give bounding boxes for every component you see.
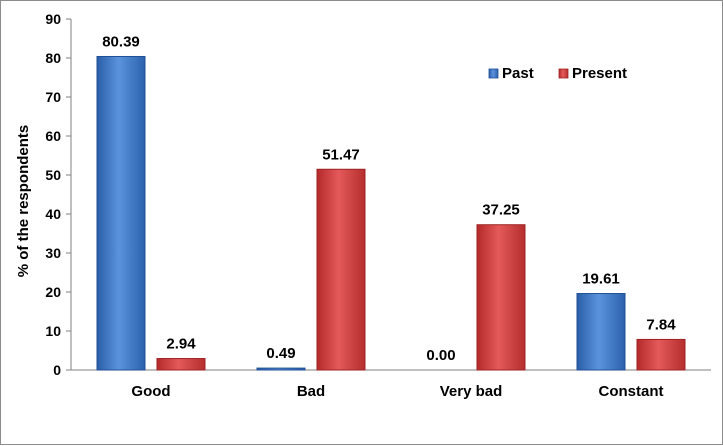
y-tick-label: 70 [45, 89, 61, 105]
data-label: 7.84 [646, 316, 676, 333]
y-tick-label: 60 [45, 128, 61, 144]
bar-present-constant [636, 338, 686, 371]
bar-present-very-bad [476, 224, 526, 371]
y-tick-label: 50 [45, 167, 61, 183]
legend-swatch-present [558, 68, 569, 79]
legend-label-past: Past [502, 65, 534, 82]
data-label: 19.61 [582, 271, 620, 288]
legend-label-present: Present [572, 65, 627, 82]
x-category-label: Bad [297, 383, 325, 400]
y-tick-label: 0 [53, 362, 61, 378]
data-label: 80.39 [102, 33, 140, 50]
x-category-label: Constant [599, 383, 664, 400]
y-tick-label: 90 [45, 11, 61, 27]
data-label: 51.47 [322, 146, 360, 163]
bar-past-bad [256, 367, 306, 371]
y-tick-label: 20 [45, 284, 61, 300]
y-tick-label: 40 [45, 206, 61, 222]
legend-swatch-past [488, 68, 499, 79]
bar-present-bad [316, 168, 366, 371]
y-axis-title: % of the respondents [15, 125, 32, 278]
y-tick-label: 80 [45, 50, 61, 66]
data-label: 0.00 [426, 347, 455, 364]
x-category-label: Very bad [440, 383, 503, 400]
data-label: 2.94 [166, 336, 196, 353]
data-label: 37.25 [482, 202, 520, 219]
bar-present-good [156, 358, 206, 371]
data-label: 0.49 [266, 345, 295, 362]
x-category-label: Good [131, 383, 170, 400]
bar-past-good [96, 55, 146, 371]
y-tick-label: 30 [45, 245, 61, 261]
y-tick-label: 10 [45, 323, 61, 339]
bar-past-constant [576, 293, 626, 371]
